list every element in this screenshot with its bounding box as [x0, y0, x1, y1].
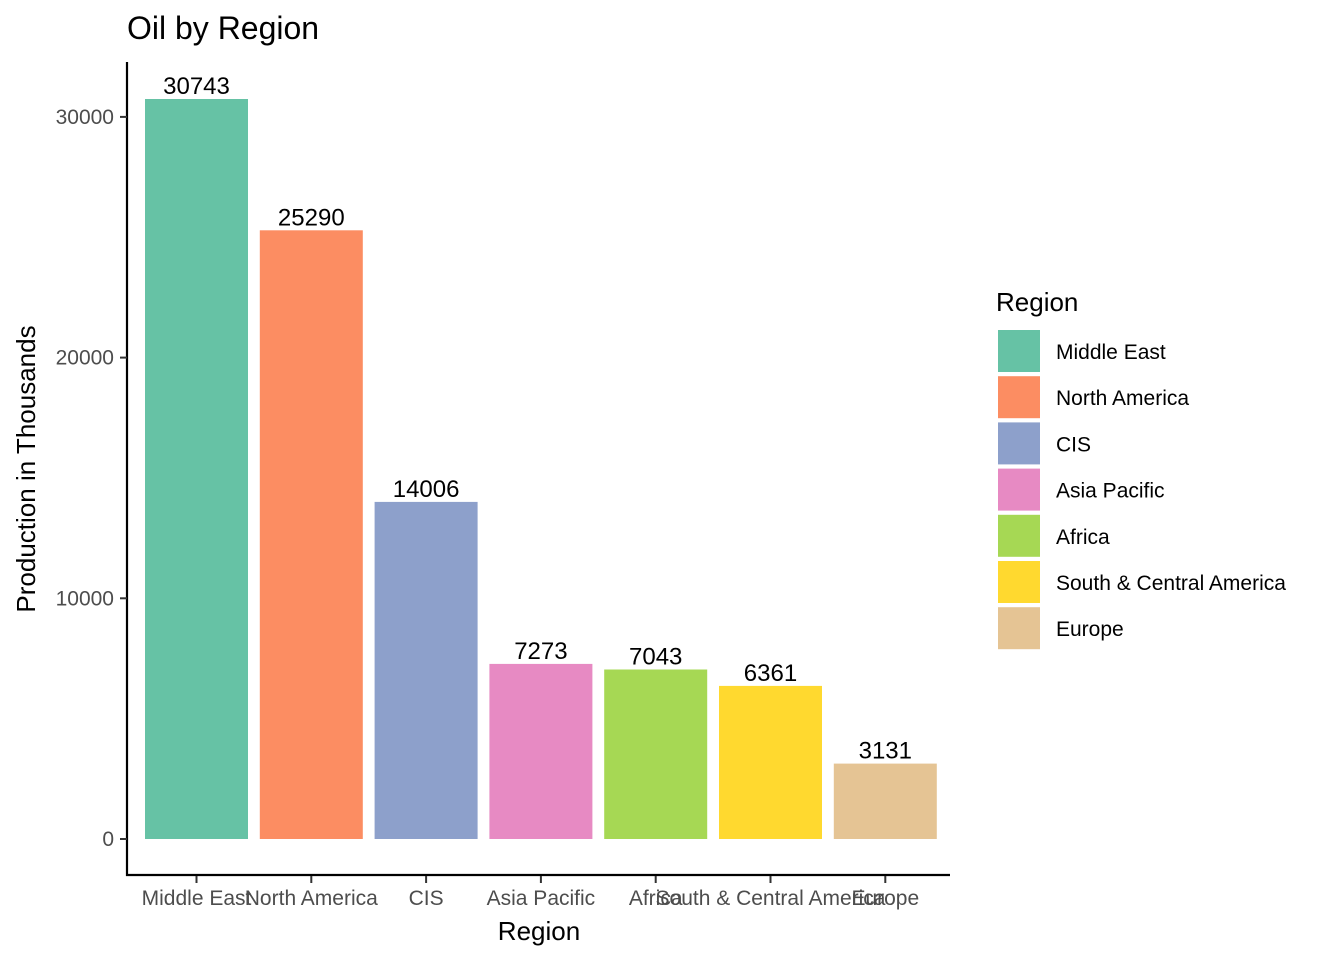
x-tick-label-middle-east: Middle East	[142, 887, 252, 910]
bar-europe	[833, 763, 937, 839]
legend-swatch-north-america	[998, 376, 1040, 419]
bar-middle-east	[145, 99, 248, 839]
bar-north-america	[259, 230, 363, 840]
legend-label-europe: Europe	[1056, 618, 1124, 641]
legend-swatch-middle-east	[998, 330, 1040, 372]
chart-title: Oil by Region	[127, 10, 319, 46]
y-tick-label-30000: 30000	[56, 106, 114, 129]
x-tick-label-asia-pacific: Asia Pacific	[487, 887, 596, 910]
legend-title: Region	[996, 287, 1078, 317]
x-tick-label-europe: Europe	[851, 887, 919, 910]
value-label-north-america: 25290	[278, 204, 345, 231]
legend-label-south-central-america: South & Central America	[1056, 572, 1286, 595]
x-tick-label-north-america: North America	[245, 887, 378, 910]
y-tick-label-20000: 20000	[56, 347, 114, 370]
legend-label-asia-pacific: Asia Pacific	[1056, 480, 1165, 503]
y-axis-title: Production in Thousands	[11, 325, 41, 612]
legend-label-africa: Africa	[1056, 526, 1110, 549]
x-axis-title: Region	[498, 916, 580, 946]
y-tick-label-10000: 10000	[56, 587, 114, 610]
bars-layer	[145, 99, 937, 840]
bar-south-central-america	[719, 685, 822, 839]
legend-swatch-cis	[998, 422, 1040, 465]
legend-swatch-europe	[998, 607, 1040, 650]
legend-swatch-asia-pacific	[998, 468, 1040, 511]
value-label-south-central-america: 6361	[744, 660, 797, 687]
legend-label-cis: CIS	[1056, 433, 1091, 456]
value-label-africa: 7043	[629, 644, 682, 671]
value-label-europe: 3131	[859, 738, 912, 765]
x-tick-label-cis: CIS	[409, 887, 444, 910]
legend-swatch-africa	[998, 514, 1040, 557]
bar-cis	[374, 501, 478, 839]
bar-africa	[604, 669, 708, 839]
y-ticks-layer: 0 10000 20000 30000	[56, 106, 127, 851]
x-tick-label-africa: Africa	[629, 887, 683, 910]
y-tick-label-0: 0	[102, 828, 114, 851]
legend-label-north-america: North America	[1056, 387, 1189, 410]
legend: Region Middle East North America CIS Asia P…	[996, 287, 1286, 650]
x-tick-label-south-central-america: South & Central America	[656, 887, 886, 910]
legend-label-middle-east: Middle East	[1056, 341, 1166, 364]
value-label-middle-east: 30743	[163, 73, 230, 100]
value-label-cis: 14006	[393, 476, 460, 503]
value-labels-layer: 30743 25290 14006 7273 7043 6361 3131	[163, 73, 912, 765]
legend-swatch-south-central-america	[998, 561, 1040, 603]
legend-items: Middle East North America CIS Asia Pacific A…	[998, 330, 1286, 650]
bar-asia-pacific	[489, 663, 593, 839]
value-label-asia-pacific: 7273	[514, 638, 567, 665]
